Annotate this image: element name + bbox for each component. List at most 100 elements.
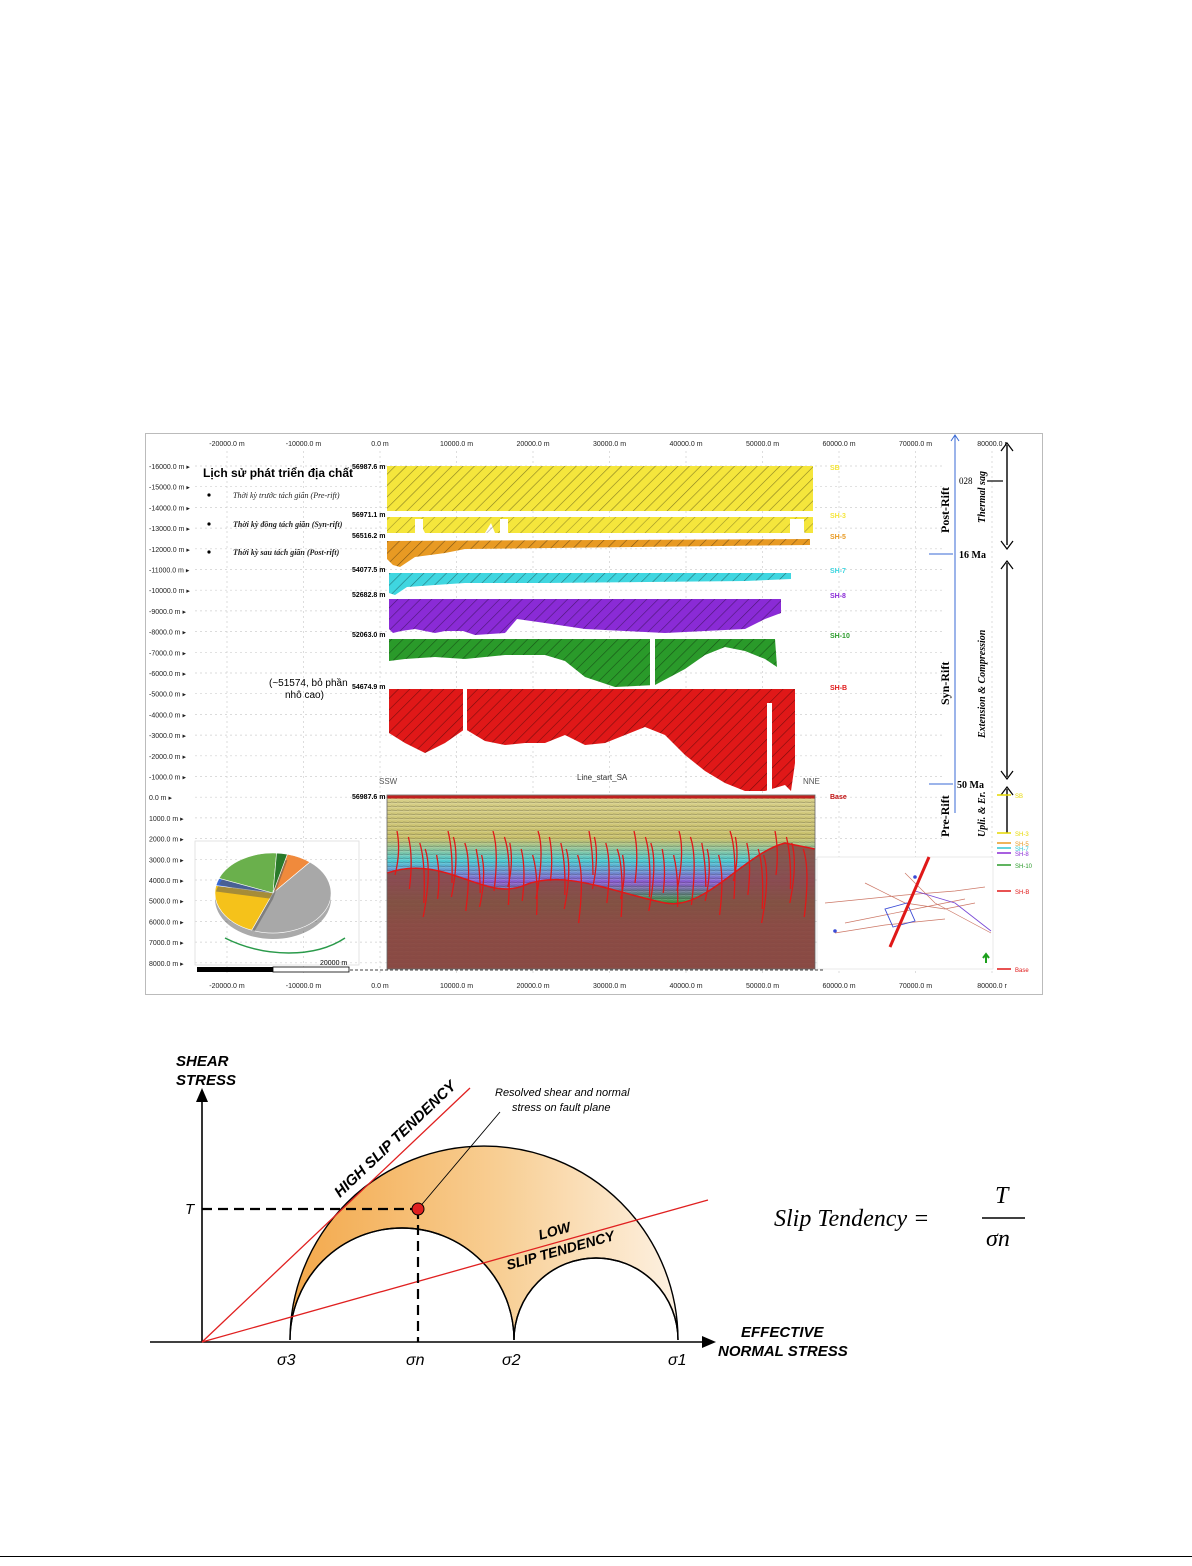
right-legend: SB SH-3 SH-5SH-7SH-8 SH-10 SH-B Base [997, 794, 1033, 974]
section-base-label: Base [830, 794, 847, 801]
fault-line [588, 830, 594, 876]
fault-line [548, 836, 553, 882]
bullet-icon [207, 493, 211, 497]
fault-line [644, 836, 651, 898]
age-50-ma: 50 Ma [957, 780, 984, 791]
bottom-tick-label: 30000.0 m [593, 983, 626, 990]
bottom-axis-tick-labels: -20000.0 m -10000.0 m 0.0 m 10000.0 m 20000.… [209, 983, 1007, 990]
left-tick-label: 0.0 m ▸ [149, 795, 172, 802]
fault-line [492, 830, 497, 892]
fault-line [760, 854, 768, 924]
fault-line [672, 854, 679, 908]
layer-value: 54077.5 m [352, 567, 385, 574]
top-tick-label: 20000.0 m [516, 441, 549, 448]
legend-item-syn-rift: Thời kỳ đồng tách giãn (Syn-rift) [233, 520, 343, 529]
top-tick-label: -10000.0 m [286, 441, 322, 448]
layer-name: SB [830, 465, 840, 472]
right-legend-label: SH-B [1015, 890, 1029, 896]
geological-section-figure: -20000.0 m -10000.0 m 0.0 m 10000.0 m 20000.… [145, 433, 1043, 995]
bottom-tick-label: 0.0 m [371, 983, 389, 990]
right-legend-label: SH-5 [1015, 842, 1029, 848]
left-tick-label: -10000.0 m ▸ [149, 588, 190, 595]
legend-item-post-rift: Thời kỳ sau tách giãn (Post-rift) [233, 548, 340, 557]
bottom-tick-label: 20000.0 m [516, 983, 549, 990]
layer-value: 56987.6 m [352, 464, 385, 471]
section-line-label: Line_start_SA [577, 773, 628, 782]
formula-denominator: σn [986, 1226, 1010, 1252]
top-tick-label: 80000.0 r [977, 441, 1007, 448]
note-line-1: (~51574, bỏ phần [269, 677, 348, 689]
left-tick-label: -9000.0 m ▸ [149, 609, 186, 616]
stage-uplift-erosion: Upli. & Er. [977, 791, 988, 837]
fault-line [648, 842, 655, 912]
callout-line-1: Resolved shear and normal [495, 1087, 630, 1099]
formula-lhs: Slip Tendency = [774, 1206, 929, 1232]
sigma3-label: σ3 [277, 1352, 296, 1369]
bottom-tick-label: -20000.0 m [209, 983, 245, 990]
top-tick-label: 30000.0 m [593, 441, 626, 448]
fault-line [746, 842, 751, 896]
bullet-icon [207, 550, 211, 554]
top-tick-label: 10000.0 m [440, 441, 473, 448]
layer-value: 52682.8 m [352, 592, 385, 599]
fault-line [633, 830, 638, 884]
top-tick-label: 40000.0 m [669, 441, 702, 448]
bottom-tick-label: 60000.0 m [822, 983, 855, 990]
stage-pre-rift: Pre-Rift [938, 795, 952, 837]
fault-line [661, 848, 666, 894]
fault-line [422, 848, 429, 918]
left-tick-label: -11000.0 m ▸ [149, 568, 190, 575]
left-tick-label: -5000.0 m ▸ [149, 692, 186, 699]
left-tick-label: 5000.0 m ▸ [149, 899, 184, 906]
pie-arrow [224, 937, 346, 954]
fault-line [447, 830, 453, 884]
stage-extension-compression: Extension & Compression [977, 629, 988, 739]
age-16-ma: 16 Ma [959, 550, 986, 561]
fault-line [616, 848, 623, 918]
layer-value: 56516.2 m [352, 533, 385, 540]
pie-box [194, 840, 360, 966]
scale-label: 20000 m [320, 960, 347, 967]
layer-name: SH-10 [830, 633, 850, 640]
fault-line [789, 842, 795, 904]
layer-shb [389, 689, 795, 793]
mohr-circle-small-right [513, 1257, 679, 1341]
fault-line [576, 854, 583, 924]
left-tick-label: 8000.0 m ▸ [149, 961, 184, 968]
top-tick-label: 60000.0 m [822, 441, 855, 448]
stage-syn-rift: Syn-Rift [938, 662, 952, 705]
layer-value: 52063.0 m [352, 632, 385, 639]
fault-line [531, 854, 538, 916]
fault-line [478, 854, 485, 908]
formula-numerator: T [995, 1183, 1010, 1209]
bottom-tick-label: 50000.0 m [746, 983, 779, 990]
layer-sh10 [389, 639, 777, 687]
left-axis-tick-labels: -16000.0 m ▸ -15000.0 m ▸ -14000.0 m ▸ -130… [149, 464, 190, 968]
pie-slice [272, 852, 288, 894]
slip-tendency-diagram: SHEAR STRESS EFFECTIVE NORMAL STRESS HIG… [150, 1053, 1025, 1369]
bottom-tick-label: 40000.0 m [669, 983, 702, 990]
fault-line [619, 854, 625, 900]
left-tick-label: -2000.0 m ▸ [149, 754, 186, 761]
top-tick-label: 70000.0 m [899, 441, 932, 448]
bullet-icon [207, 522, 211, 526]
layer-sh5 [387, 539, 810, 567]
top-axis-tick-labels: -20000.0 m -10000.0 m 0.0 m 10000.0 m 20000.… [209, 441, 1007, 448]
bottom-tick-label: -10000.0 m [286, 983, 322, 990]
layer-labels: 56987.6 m SB 56971.1 m SH-3 56516.2 m SH-5 540… [352, 464, 850, 692]
left-tick-label: -3000.0 m ▸ [149, 733, 186, 740]
left-tick-label: 6000.0 m ▸ [149, 919, 184, 926]
age-top-number: 028 [959, 476, 973, 486]
layer-sb [387, 466, 813, 511]
fault-plane-point [411, 1202, 425, 1216]
bottom-tick-label: 10000.0 m [440, 983, 473, 990]
layer-name: SH-5 [830, 534, 846, 541]
left-tick-label: -4000.0 m ▸ [149, 712, 186, 719]
sigman-label: σn [406, 1352, 425, 1369]
location-map [816, 856, 994, 970]
stage-thermal-sag: Thermal sag [977, 471, 988, 523]
y-axis-arrow-icon [196, 1088, 208, 1102]
y-axis-label-1: SHEAR [176, 1053, 229, 1070]
fault-line [689, 836, 695, 906]
tau-label: T [185, 1201, 196, 1218]
